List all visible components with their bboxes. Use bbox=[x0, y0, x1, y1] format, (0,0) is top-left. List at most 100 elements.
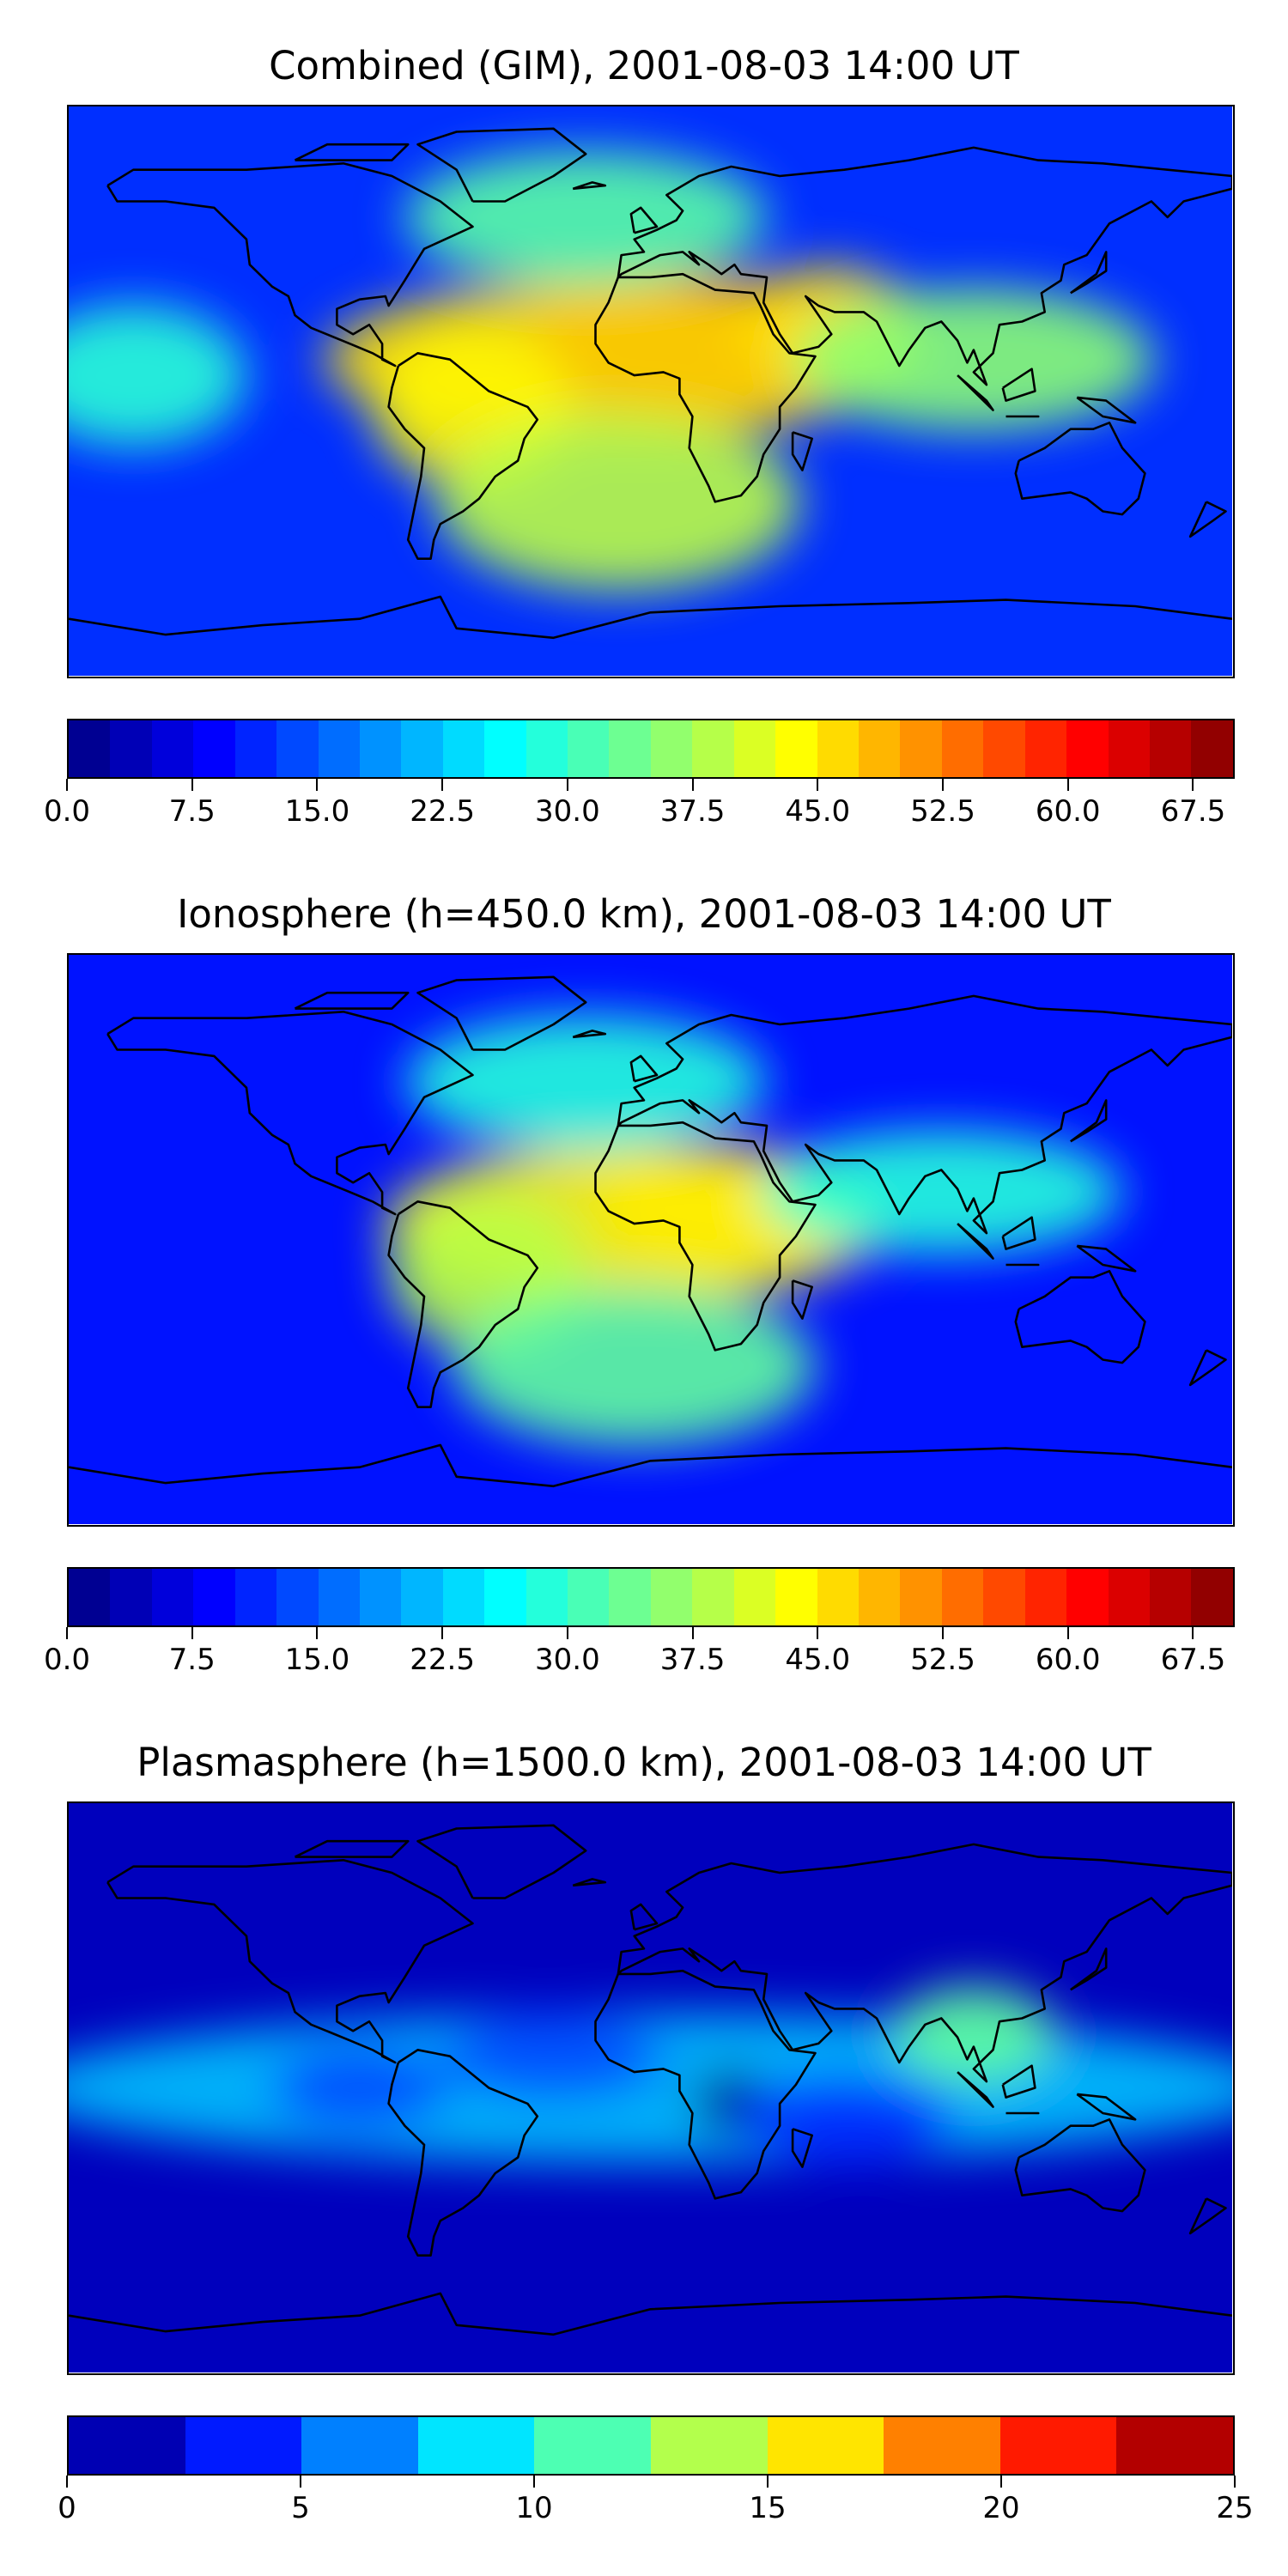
colorbar-tick bbox=[767, 2476, 769, 2488]
coastline-14 bbox=[791, 2128, 813, 2168]
colorbar-tick-label: 7.5 bbox=[168, 794, 216, 829]
colorbar-segment bbox=[276, 1569, 319, 1625]
chart-title-combined: Combined (GIM), 2001-08-03 14:00 UT bbox=[269, 43, 1019, 88]
colorbar-tick bbox=[441, 779, 444, 791]
colorbar-segment bbox=[900, 720, 942, 777]
colorbar-segment bbox=[1116, 2417, 1233, 2474]
colorbar-segment bbox=[884, 2417, 1000, 2474]
colorbar-tick-label: 37.5 bbox=[659, 794, 726, 829]
colorbar-tick-label: 0 bbox=[58, 2491, 76, 2525]
colorbar-tick-label: 52.5 bbox=[910, 1643, 975, 1677]
colorbar-segment bbox=[650, 2417, 768, 2474]
colorbar-segment bbox=[733, 1569, 776, 1625]
coastline-8 bbox=[629, 1903, 659, 1931]
colorbar-segment bbox=[318, 720, 360, 777]
coastline-10 bbox=[957, 374, 994, 411]
colorbar-tick bbox=[316, 1627, 319, 1639]
colorbar-tick-label: 60.0 bbox=[1035, 1643, 1101, 1677]
coastline-3 bbox=[617, 1843, 1232, 2083]
coastline-0 bbox=[106, 1859, 474, 2064]
colorbar-segment bbox=[568, 1569, 610, 1625]
colorbar-segment bbox=[900, 1569, 942, 1625]
coastline-5 bbox=[69, 2292, 1232, 2336]
colorbar-segment bbox=[817, 720, 860, 777]
coastline-12 bbox=[1001, 368, 1036, 402]
colorbar-tick bbox=[1192, 1627, 1194, 1639]
colorbar-segment bbox=[817, 1569, 860, 1625]
chart-title-ionosphere: Ionosphere (h=450.0 km), 2001-08-03 14:0… bbox=[177, 891, 1111, 937]
colorbar-segment bbox=[767, 2417, 884, 2474]
colorbar-segment bbox=[69, 2417, 185, 2474]
colorbar-segment bbox=[110, 720, 152, 777]
colorbar-segment bbox=[151, 1569, 194, 1625]
colorbar-tick bbox=[191, 779, 193, 791]
coastline-9 bbox=[1070, 251, 1108, 295]
coastline-10 bbox=[957, 1223, 994, 1260]
coastline-10 bbox=[957, 2071, 994, 2108]
colorbar-segment bbox=[692, 1569, 734, 1625]
colorbar-tick bbox=[66, 2476, 68, 2488]
field-atl-west bbox=[440, 2012, 667, 2101]
colorbar-segment bbox=[859, 720, 901, 777]
coastline-8 bbox=[629, 1054, 659, 1083]
colorbar-segment bbox=[359, 720, 402, 777]
colorbar-segment bbox=[859, 1569, 901, 1625]
colorbar-tick bbox=[533, 2476, 535, 2488]
colorbar-tick bbox=[1192, 779, 1194, 791]
coastline-7 bbox=[572, 1030, 607, 1039]
colorbar-tick-label: 0.0 bbox=[43, 794, 91, 829]
colorbar-ticks-combined: 0.0 7.5 15.0 22.5 30.0 37.5 45.0 52.5 60.0 67.5 bbox=[44, 779, 1235, 839]
coastline-12 bbox=[1001, 2064, 1036, 2099]
coastline-13 bbox=[1076, 1244, 1137, 1273]
chart-title-plasmasphere: Plasmasphere (h=1500.0 km), 2001-08-03 1… bbox=[137, 1740, 1151, 1785]
coastline-14 bbox=[791, 1279, 813, 1320]
colorbar-segment bbox=[234, 1569, 277, 1625]
colorbar-tick-label: 45.0 bbox=[785, 1643, 851, 1677]
field-north-atl bbox=[404, 1014, 767, 1148]
colorbar-segment bbox=[1191, 720, 1233, 777]
field-americas bbox=[269, 2043, 451, 2133]
colorbar-segment bbox=[733, 720, 776, 777]
coastline-5 bbox=[69, 1443, 1232, 1488]
coastline-1 bbox=[387, 352, 539, 560]
colorbar-tick-label: 22.5 bbox=[410, 794, 475, 829]
colorbar-plasmasphere bbox=[67, 2415, 1235, 2476]
colorbar-segment bbox=[526, 1569, 568, 1625]
colorbar-segment bbox=[534, 2417, 651, 2474]
map-combined bbox=[67, 105, 1235, 678]
colorbar-tick-label: 15 bbox=[749, 2491, 787, 2525]
field-north-atl bbox=[404, 150, 767, 284]
colorbar-tick bbox=[66, 1627, 68, 1639]
colorbar-tick-label: 67.5 bbox=[1160, 1643, 1226, 1677]
coastline-9 bbox=[1070, 1099, 1108, 1143]
field-pacific-west bbox=[69, 304, 246, 447]
coastline-6 bbox=[416, 127, 587, 203]
coastline-7 bbox=[572, 181, 607, 191]
coastline-3 bbox=[617, 994, 1232, 1235]
colorbar-segment bbox=[650, 720, 693, 777]
coastline-2 bbox=[594, 272, 817, 503]
colorbar-segment bbox=[775, 720, 817, 777]
coastline-12 bbox=[1001, 1216, 1036, 1250]
colorbar-tick bbox=[566, 779, 568, 791]
colorbar-segment bbox=[359, 1569, 402, 1625]
colorbar-tick bbox=[1066, 779, 1069, 791]
colorbar-segment bbox=[775, 1569, 817, 1625]
field-atlantic-south bbox=[453, 1286, 816, 1446]
colorbar-segment bbox=[941, 1569, 984, 1625]
colorbar-segment bbox=[234, 720, 277, 777]
colorbar-segment bbox=[318, 1569, 360, 1625]
colorbar-tick bbox=[817, 779, 819, 791]
coastline-1 bbox=[387, 2049, 539, 2257]
coastline-16 bbox=[1188, 1349, 1227, 1387]
colorbar-tick bbox=[566, 1627, 568, 1639]
colorbar-segment bbox=[484, 1569, 526, 1625]
field-asia-band bbox=[760, 1130, 1123, 1255]
coastline-4 bbox=[1014, 422, 1146, 516]
coastline-3 bbox=[617, 146, 1232, 386]
field-south-ocean bbox=[731, 2075, 958, 2164]
colorbar-tick-label: 52.5 bbox=[910, 794, 975, 829]
colorbar-segment bbox=[1191, 1569, 1233, 1625]
colorbar-ionosphere bbox=[67, 1567, 1235, 1627]
colorbar-tick bbox=[441, 1627, 444, 1639]
